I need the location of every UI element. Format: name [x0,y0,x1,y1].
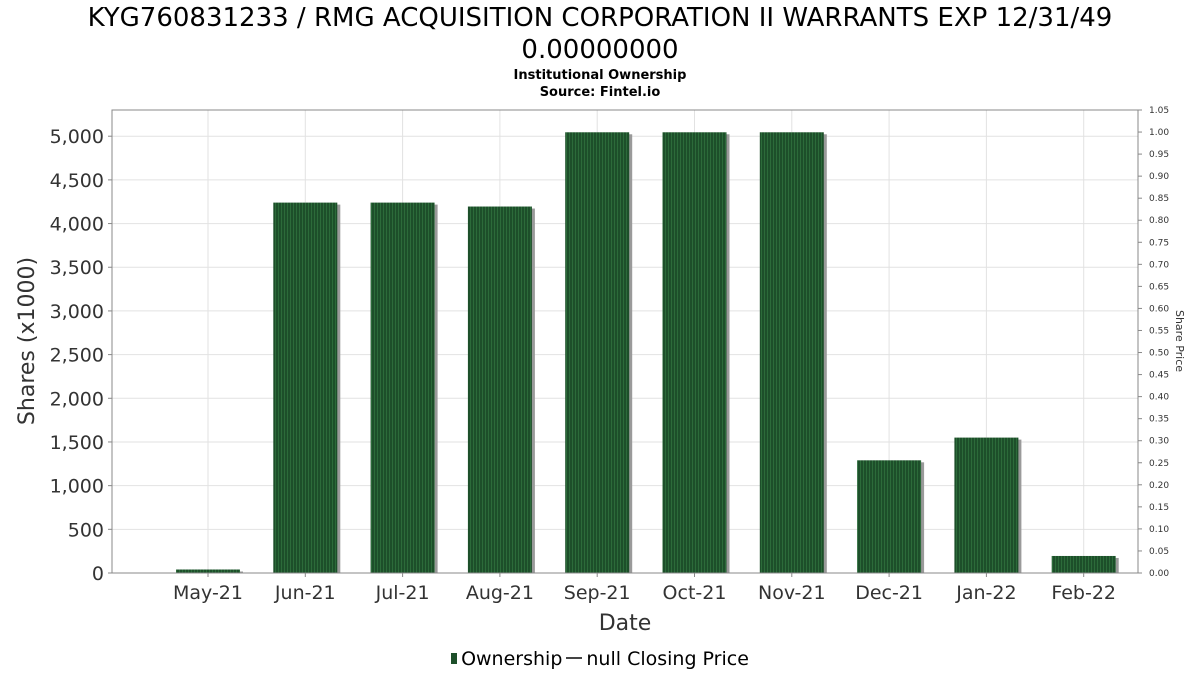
y2-tick-label: 0.05 [1149,547,1169,557]
chart-subtitle: Institutional Ownership [513,68,687,83]
y-axis-title: Shares (x1000) [15,257,40,425]
y2-tick-label: 0.00 [1149,569,1169,579]
y2-tick-label: 0.25 [1149,459,1169,469]
axis-labels: 0 500 1,000 1,500 2,000 2,500 3,000 3,500 4,000 4… [15,106,1186,636]
x-tick-label: Dec-21 [855,582,923,604]
y-tick-label: 3,500 [50,257,104,279]
y2-tick-label: 1.00 [1149,128,1169,138]
price-legend-line [566,657,583,659]
y2-tick-label: 0.50 [1149,349,1169,359]
x-tick-label: Aug-21 [466,582,534,604]
ownership-legend-swatch [451,653,458,664]
x-tick-label: Sep-21 [564,582,631,604]
x-tick-label: Oct-21 [663,582,727,604]
y2-axis-title: Share Price [1173,310,1186,372]
y2-tick-label: 0.65 [1149,282,1169,292]
y-tick-label: 2,000 [50,388,104,410]
y2-tick-label: 0.45 [1149,371,1169,381]
bar-Dec-21 [857,460,922,573]
y2-tick-label: 1.05 [1149,106,1169,116]
chart-source: Source: Fintel.io [539,85,661,100]
bar-Jul-21 [370,202,435,573]
y2-tick-label: 0.70 [1149,260,1169,270]
x-tick-label: Jul-21 [375,582,430,604]
y-tick-label: 3,000 [50,301,104,323]
axes [108,109,1142,577]
y-tick-label: 1,000 [50,476,104,498]
y-tick-label: 4,000 [50,214,104,236]
bar-Jun-21 [273,202,338,573]
x-axis-title: Date [599,611,652,636]
x-tick-label: May-21 [173,582,243,604]
bar-Nov-21 [759,132,824,573]
y2-tick-label: 0.80 [1149,216,1169,226]
y2-tick-label: 0.55 [1149,326,1169,336]
y-tick-label: 0 [92,563,104,585]
ownership-legend-label: Ownership [461,648,563,670]
y2-tick-label: 0.15 [1149,503,1169,513]
y-tick-label: 500 [68,519,104,541]
x-tick-label: Nov-21 [758,582,826,604]
price-legend-label: null Closing Price [586,648,749,670]
bar-Aug-21 [467,206,532,573]
y-tick-label: 5,000 [50,126,104,148]
y2-tick-label: 0.95 [1149,150,1169,160]
x-tick-label: Jan-22 [955,582,1016,604]
x-tick-label: Jun-21 [274,582,336,604]
y2-tick-label: 0.90 [1149,172,1169,182]
y2-tick-label: 0.40 [1149,393,1169,403]
y2-tick-label: 0.30 [1149,437,1169,447]
plot-area-frame [111,109,1139,574]
bar-Sep-21 [565,132,630,573]
bars [176,132,1119,573]
chart-title-line2: 0.00000000 [521,35,679,65]
bar-Oct-21 [662,132,727,573]
y2-tick-label: 0.35 [1149,415,1169,425]
y2-tick-label: 0.10 [1149,525,1169,535]
y2-tick-label: 0.20 [1149,481,1169,491]
bar-Feb-22 [1051,555,1116,573]
y-tick-label: 2,500 [50,345,104,367]
y2-tick-label: 0.60 [1149,304,1169,314]
bar-Jan-22 [954,437,1019,573]
y-tick-label: 4,500 [50,170,104,192]
x-tick-label: Feb-22 [1051,582,1116,604]
y-tick-label: 1,500 [50,432,104,454]
y2-tick-label: 0.85 [1149,194,1169,204]
y2-tick-label: 0.75 [1149,238,1169,248]
chart-title: KYG760831233 / RMG ACQUISITION CORPORATI… [87,3,1113,33]
legend: Ownership null Closing Price [0,647,1200,671]
bar-May-21 [176,569,240,573]
